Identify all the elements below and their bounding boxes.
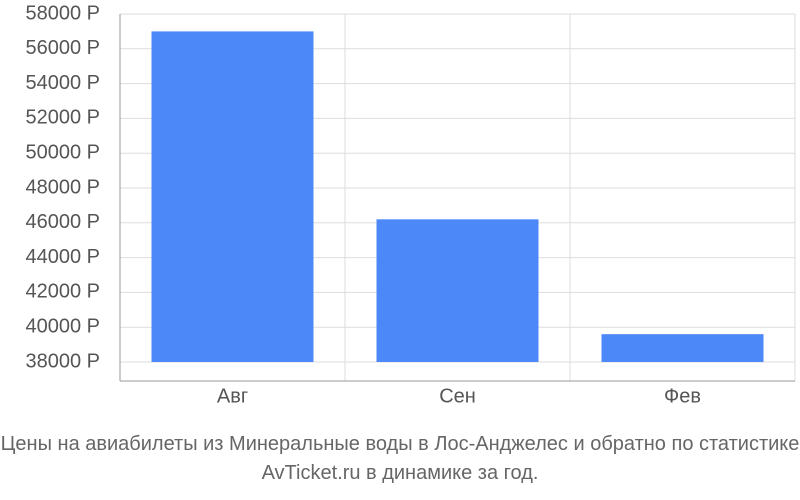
x-tick-label: Фев <box>664 385 701 407</box>
y-tick-label: 42000 Р <box>25 281 100 303</box>
y-tick-label: 52000 Р <box>25 107 100 129</box>
bar <box>151 31 314 363</box>
y-tick-label: 58000 Р <box>25 2 100 24</box>
y-tick-label: 50000 Р <box>25 141 100 163</box>
chart-title: Цены на авиабилеты из Минеральные воды в… <box>0 433 800 484</box>
x-tick-label: Сен <box>439 385 476 407</box>
y-tick-label: 48000 Р <box>25 176 100 198</box>
y-tick-label: 56000 Р <box>25 37 100 59</box>
y-tick-label: 40000 Р <box>25 315 100 337</box>
y-tick-label: 38000 Р <box>25 350 100 372</box>
y-tick-label: 46000 Р <box>25 211 100 233</box>
bar <box>376 219 539 362</box>
y-tick-label: 44000 Р <box>25 246 100 268</box>
y-tick-label: 54000 Р <box>25 72 100 94</box>
bar <box>601 334 764 362</box>
chart: 38000 Р 40000 Р 42000 Р 44000 Р 46000 Р 48000… <box>25 2 796 407</box>
x-tick-label: Авг <box>217 385 248 407</box>
